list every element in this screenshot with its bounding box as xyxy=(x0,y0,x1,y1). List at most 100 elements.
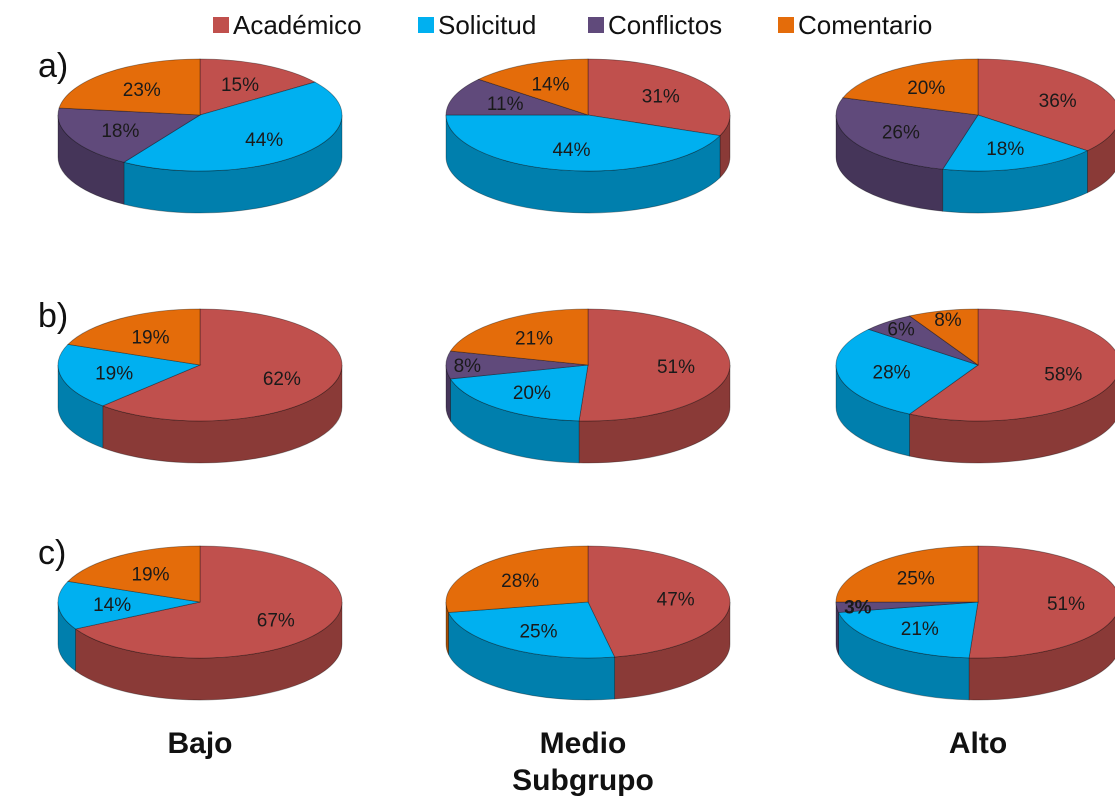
pie-b--bajo xyxy=(57,308,343,464)
x-axis-title: Subgrupo xyxy=(512,764,654,797)
data-label-solicitud: 44% xyxy=(552,140,590,161)
legend-swatch xyxy=(588,17,604,33)
pie-slice-academico xyxy=(908,308,1115,422)
pie-slice-conflictos xyxy=(835,601,979,613)
column-label-alto: Alto xyxy=(949,727,1007,760)
pie-slice-academico xyxy=(74,545,343,659)
data-label-comentario: 28% xyxy=(501,571,539,592)
pie-side-academico xyxy=(968,615,1115,701)
data-label-conflictos: 3% xyxy=(844,597,872,618)
legend-label: Solicitud xyxy=(438,10,536,40)
pie-c--medio xyxy=(445,545,731,701)
pie-slice-conflictos xyxy=(867,315,979,366)
pie-slice-comentario xyxy=(449,308,589,366)
legend-label: Comentario xyxy=(798,10,932,40)
legend-swatch xyxy=(213,17,229,33)
pie-slice-academico xyxy=(199,58,316,116)
pie-slice-academico xyxy=(977,58,1115,152)
pie-slice-solicitud xyxy=(837,601,979,659)
data-label-conflictos: 6% xyxy=(887,319,915,340)
pie-slice-solicitud xyxy=(447,601,616,659)
data-label-academico: 31% xyxy=(642,86,680,107)
pie-slice-comentario xyxy=(835,545,979,603)
legend-entry-solicitud: Solicitud xyxy=(418,10,536,40)
row-label: c) xyxy=(38,534,66,572)
pie-slice-comentario xyxy=(58,58,201,116)
pie-slice-solicitud xyxy=(941,114,1089,172)
pie-slice-academico xyxy=(587,58,731,137)
pie-slice-comentario xyxy=(477,58,589,116)
data-label-solicitud: 14% xyxy=(93,595,131,616)
pie-slice-comentario xyxy=(908,308,979,366)
data-label-academico: 15% xyxy=(221,75,259,96)
legend-label: Conflictos xyxy=(608,10,722,40)
legend-entry-comentario: Comentario xyxy=(778,10,932,40)
pie-slice-academico xyxy=(587,545,731,658)
pie-b--alto xyxy=(835,308,1115,464)
pie-a--alto xyxy=(835,58,1115,214)
data-label-academico: 51% xyxy=(657,357,695,378)
pie-a--medio xyxy=(445,58,731,214)
legend-label: Académico xyxy=(233,10,362,40)
legend-entry-academico: Académico xyxy=(213,10,362,40)
legend-swatch xyxy=(778,17,794,33)
data-label-solicitud: 19% xyxy=(95,364,133,385)
data-label-conflictos: 11% xyxy=(487,94,524,115)
row-label: b) xyxy=(38,297,68,335)
legend-entry-conflictos: Conflictos xyxy=(588,10,722,40)
pie-slice-conflictos xyxy=(445,78,589,116)
pie-slice-comentario xyxy=(67,545,201,603)
pie-c--alto xyxy=(835,545,1115,701)
data-label-comentario: 23% xyxy=(123,80,161,101)
pie-b--medio xyxy=(445,308,731,464)
data-label-comentario: 21% xyxy=(515,329,553,350)
data-label-conflictos: 8% xyxy=(454,356,482,377)
data-label-academico: 47% xyxy=(657,590,695,611)
data-label-academico: 67% xyxy=(257,611,295,632)
pie-sides xyxy=(835,364,1115,464)
data-label-solicitud: 44% xyxy=(245,130,283,151)
data-label-comentario: 19% xyxy=(131,327,169,348)
pie-slice-comentario xyxy=(67,308,201,366)
pies xyxy=(57,58,1115,701)
pie-slice-comentario xyxy=(842,58,979,116)
pie-slice-academico xyxy=(578,308,731,422)
column-label-medio: Medio xyxy=(540,727,627,760)
pie-slice-academico xyxy=(968,545,1115,659)
pie-slice-conflictos xyxy=(445,350,589,380)
labels: a) 15% 44% 18% 23% 31% 44% 11% 14% 36% 18% 26% 20% b)… xyxy=(38,47,1085,797)
data-label-comentario: 19% xyxy=(131,564,169,585)
pie-a--bajo xyxy=(57,58,343,214)
data-label-academico: 62% xyxy=(263,369,301,390)
data-label-solicitud: 21% xyxy=(901,619,939,640)
pie-slice-solicitud xyxy=(57,580,201,630)
pie-slice-conflictos xyxy=(835,97,979,170)
data-label-solicitud: 25% xyxy=(519,622,557,643)
pie-c--bajo xyxy=(57,545,343,701)
legend: Académico Solicitud Conflictos Comentario xyxy=(213,10,932,40)
pie-slice-solicitud xyxy=(57,343,202,407)
data-label-comentario: 20% xyxy=(907,78,945,99)
pie-slice-solicitud xyxy=(449,364,589,422)
pie-slice-solicitud xyxy=(445,114,721,172)
data-label-conflictos: 26% xyxy=(882,123,920,144)
data-label-solicitud: 20% xyxy=(513,383,551,404)
data-label-solicitud: 28% xyxy=(873,363,911,384)
data-label-solicitud: 18% xyxy=(986,139,1024,160)
pie-slice-conflictos xyxy=(57,107,202,163)
column-label-bajo: Bajo xyxy=(167,727,232,760)
pie-slice-comentario xyxy=(445,545,589,613)
row-label: a) xyxy=(38,47,68,85)
data-label-comentario: 25% xyxy=(897,568,935,589)
data-label-academico: 51% xyxy=(1047,594,1085,615)
data-label-academico: 58% xyxy=(1044,365,1082,386)
data-label-conflictos: 18% xyxy=(101,121,139,142)
data-label-comentario: 8% xyxy=(934,310,962,331)
legend-swatch xyxy=(418,17,434,33)
pie-slice-solicitud xyxy=(122,81,343,172)
data-label-academico: 36% xyxy=(1039,91,1077,112)
pie-slice-academico xyxy=(101,308,343,422)
pie-slice-solicitud xyxy=(835,328,979,415)
